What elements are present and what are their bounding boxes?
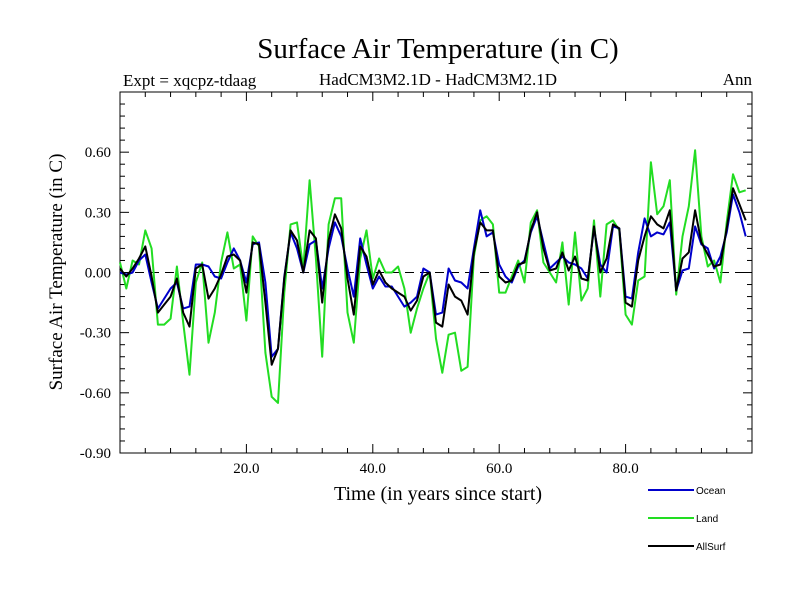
plot-area: 20.0 40.0 60.0 80.0 -0.90 -0.60 -0.30 0.00 0.30 0…	[80, 91, 753, 477]
y-tick-label: -0.30	[80, 326, 111, 342]
series-line-land	[119, 149, 747, 404]
series-line-allsurf	[119, 187, 747, 366]
legend-label-land: Land	[696, 514, 718, 525]
x-axis-label: Time (in years since start)	[334, 483, 542, 505]
x-tick-label: 40.0	[360, 461, 386, 477]
model-label: HadCM3M2.1D - HadCM3M2.1D	[319, 70, 557, 89]
y-tick-label: -0.60	[80, 386, 111, 402]
x-tick-label: 80.0	[612, 461, 638, 477]
y-tick-label: -0.90	[80, 446, 111, 462]
period-label: Ann	[723, 70, 753, 89]
expt-label: Expt = xqcpz-tdaag	[123, 71, 257, 90]
legend-label-ocean: Ocean	[696, 486, 725, 497]
x-tick-label: 20.0	[233, 461, 259, 477]
chart-title: Surface Air Temperature (in C)	[257, 33, 618, 65]
y-tick-label: 0.00	[85, 266, 111, 282]
legend-label-allsurf: AllSurf	[696, 542, 726, 553]
y-tick-label: 0.30	[85, 205, 111, 221]
y-axis-label: Surface Air Temperature (in C)	[46, 154, 67, 391]
x-tick-label: 60.0	[486, 461, 512, 477]
legend: Ocean Land AllSurf	[648, 486, 726, 553]
y-tick-label: 0.60	[85, 145, 111, 161]
